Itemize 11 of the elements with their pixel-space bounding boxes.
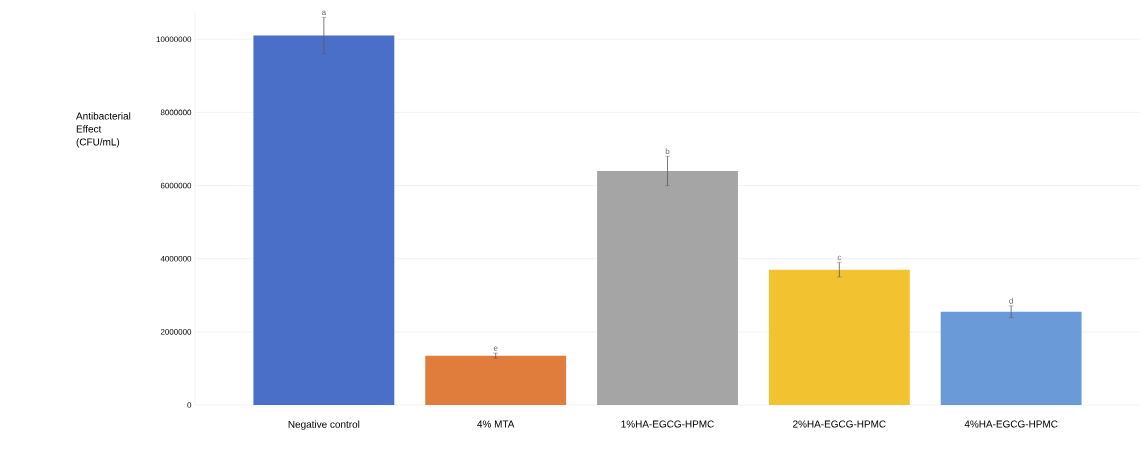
bar — [597, 170, 738, 405]
bar — [253, 35, 395, 405]
bar — [425, 355, 567, 405]
x-tick-label: Negative control — [288, 420, 360, 430]
y-axis-title: Antibacterial Effect (CFU/mL) — [76, 112, 131, 148]
bar — [940, 311, 1082, 405]
x-tick-label: 4% MTA — [477, 420, 515, 428]
x-tick-label: 4%HA-EGCG-HPMC — [964, 420, 1058, 428]
x-tick-label: 1%HA-EGCG-HPMC — [621, 420, 714, 428]
bar — [768, 269, 910, 405]
x-tick-label: 2%HA-EGCG-HPMC — [793, 420, 886, 428]
